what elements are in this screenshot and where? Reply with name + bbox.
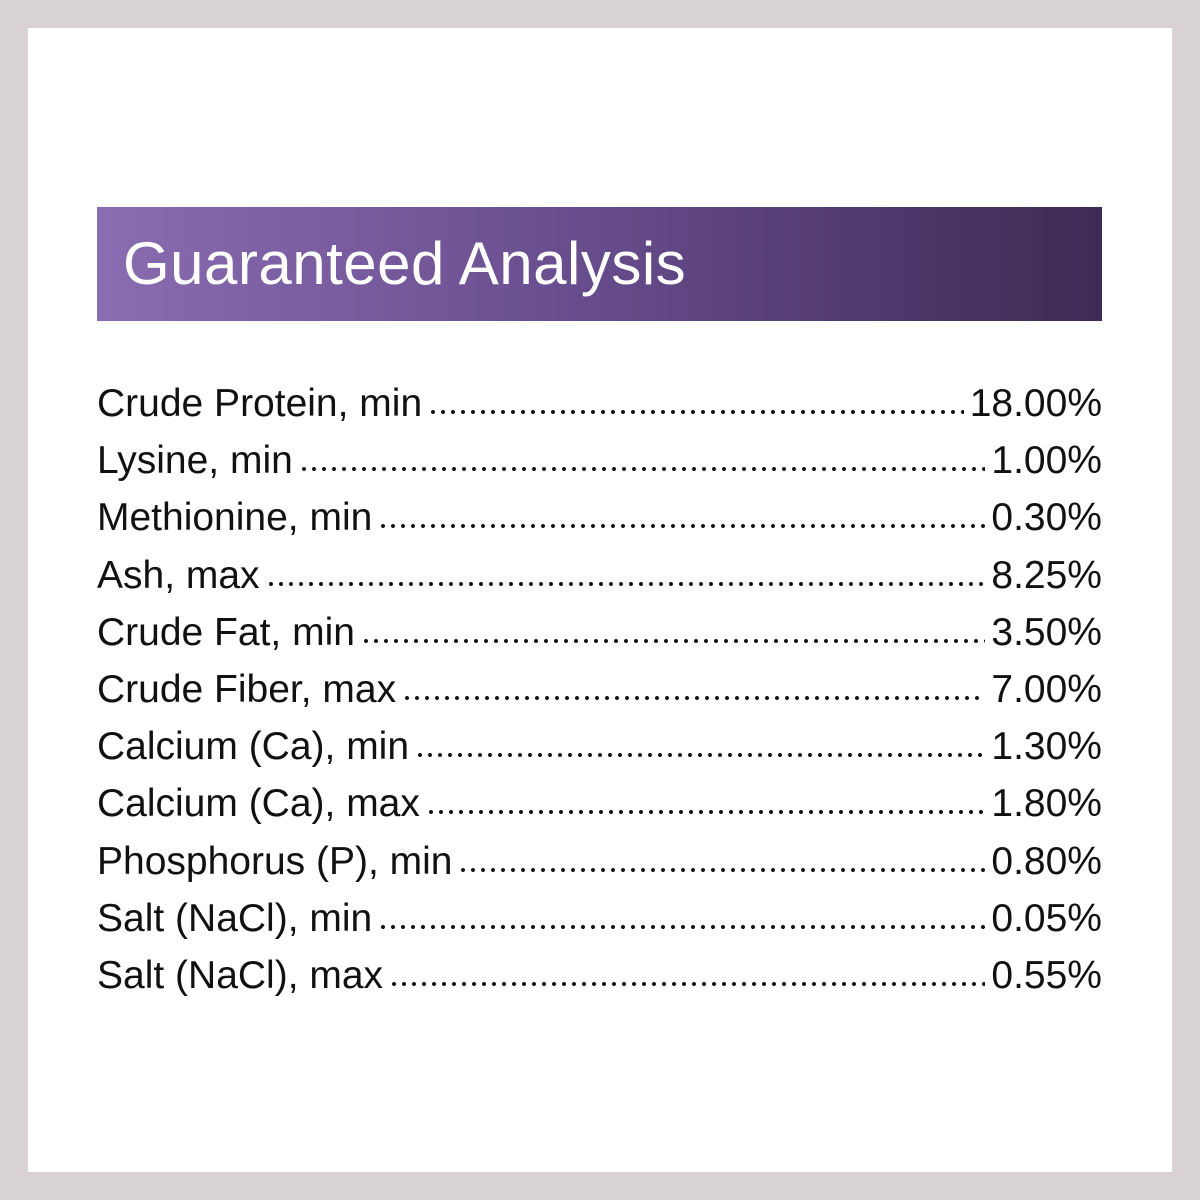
nutrient-label: Lysine, min [97,439,293,483]
dot-leader [458,865,986,874]
dot-leader [360,636,986,645]
dot-leader [428,408,964,416]
nutrient-label: Calcium (Ca), min [97,725,410,769]
nutrient-value: 0.30% [991,496,1102,540]
nutrient-label: Ash, max [97,553,260,597]
header-bar: Guaranteed Analysis [97,207,1102,321]
nutrient-value: 1.80% [991,782,1102,826]
table-row: Salt (NaCl), max 0.55% [97,947,1102,1004]
nutrient-value: 7.00% [991,667,1102,711]
nutrient-value: 0.05% [991,896,1102,940]
nutrient-label: Salt (NaCl), max [97,953,384,997]
table-row: Crude Fat, min 3.50% [97,604,1102,661]
dot-leader [298,465,986,474]
nutrient-label: Crude Fiber, max [97,667,397,711]
table-row: Phosphorus (P), min 0.80% [97,833,1102,890]
table-row: Calcium (Ca), max 1.80% [97,775,1102,832]
dot-leader [378,522,986,531]
nutrient-label: Methionine, min [97,496,373,540]
table-row: Ash, max 8.25% [97,547,1102,604]
title: Guaranteed Analysis [123,230,687,297]
table-row: Methionine, min 0.30% [97,489,1102,546]
nutrient-label: Salt (NaCl), min [97,896,373,940]
label-panel: Guaranteed Analysis Crude Protein, min 18… [28,28,1172,1172]
dot-leader [425,808,986,817]
nutrient-value: 1.30% [991,725,1102,769]
nutrient-label: Calcium (Ca), max [97,782,420,826]
table-row: Calcium (Ca), min 1.30% [97,718,1102,775]
nutrient-value: 18.00% [969,382,1102,425]
dot-leader [378,922,986,931]
table-row: Crude Fiber, max 7.00% [97,661,1102,718]
dot-leader [402,693,986,702]
nutrient-label: Crude Fat, min [97,610,355,654]
nutrient-value: 0.80% [991,839,1102,883]
nutrient-value: 3.50% [991,610,1102,654]
analysis-table: Crude Protein, min 18.00% Lysine, min 1.00%… [97,375,1102,1004]
nutrient-label: Phosphorus (P), min [97,839,453,883]
dot-leader [265,579,986,588]
table-row: Lysine, min 1.00% [97,432,1102,489]
table-row: Crude Protein, min 18.00% [97,375,1102,432]
nutrient-value: 1.00% [991,439,1102,483]
nutrient-value: 0.55% [991,953,1102,997]
table-row: Salt (NaCl), min 0.05% [97,890,1102,947]
nutrient-label: Crude Protein, min [97,382,423,425]
nutrient-value: 8.25% [991,553,1102,597]
dot-leader [415,751,986,760]
dot-leader [389,979,986,988]
